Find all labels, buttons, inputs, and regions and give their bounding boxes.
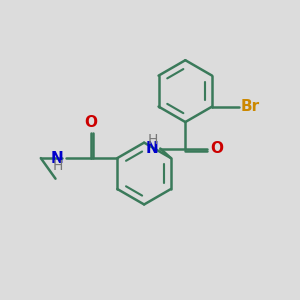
Text: O: O bbox=[84, 115, 97, 130]
Text: H: H bbox=[53, 159, 64, 173]
Text: N: N bbox=[145, 141, 158, 156]
Text: N: N bbox=[51, 151, 64, 166]
Text: O: O bbox=[210, 141, 224, 156]
Text: Br: Br bbox=[241, 99, 260, 114]
Text: H: H bbox=[148, 133, 158, 147]
